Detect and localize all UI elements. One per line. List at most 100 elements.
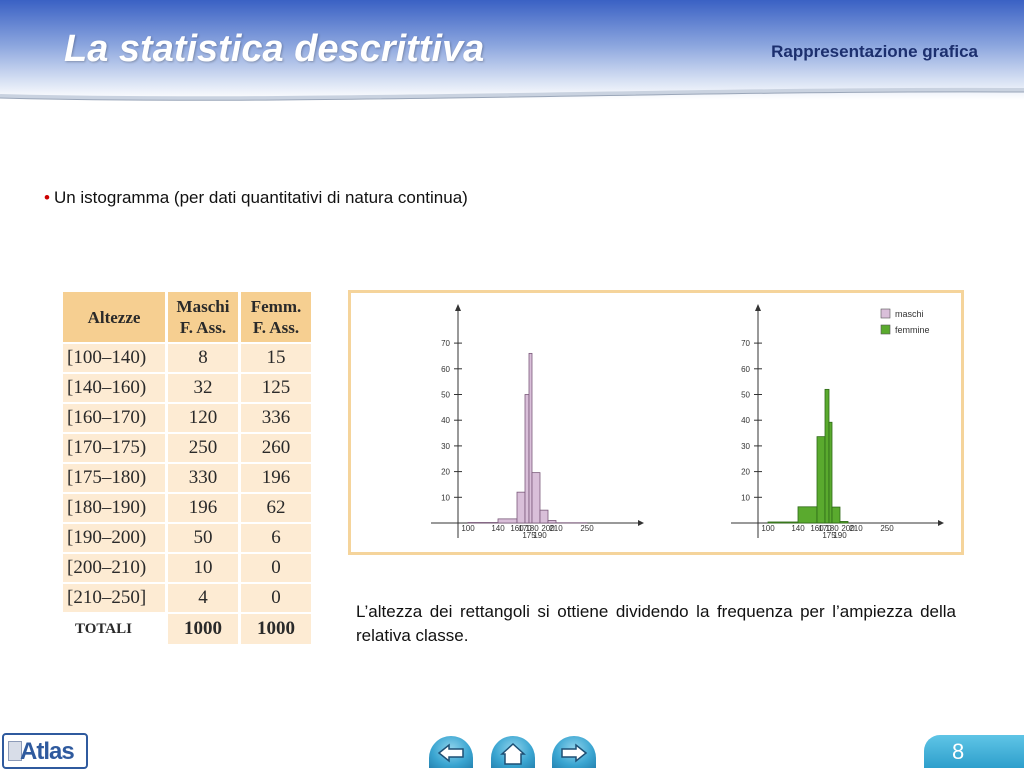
table-cell-femmine: 125	[241, 374, 311, 402]
table-cell-femmine: 0	[241, 554, 311, 582]
table-cell-maschi: 330	[168, 464, 238, 492]
table-header-femmine: Femm. F. Ass.	[241, 292, 311, 342]
page-number-tab	[924, 735, 1024, 768]
page-number: 8	[952, 739, 964, 765]
nav-back-button[interactable]	[429, 736, 473, 768]
bullet-dot-icon: •	[44, 188, 50, 207]
explanation-note: L’altezza dei rettangoli si ottiene divi…	[356, 600, 956, 648]
atlas-logo: Atlas	[2, 733, 88, 769]
y-tick-label: 30	[741, 442, 750, 451]
table-cell-femmine: 336	[241, 404, 311, 432]
table-cell-femmine: 196	[241, 464, 311, 492]
y-tick-label: 20	[741, 468, 750, 477]
table-cell-femmine: 62	[241, 494, 311, 522]
histogram-bar	[829, 422, 832, 523]
table-cell-class: [170–175)	[63, 434, 165, 462]
table-totals-maschi: 1000	[168, 614, 238, 644]
histogram-bar	[532, 473, 540, 523]
header-swoosh	[0, 84, 1024, 104]
table-cell-maschi: 120	[168, 404, 238, 432]
y-tick-label: 50	[441, 391, 450, 400]
table-cell-class: [140–160)	[63, 374, 165, 402]
table-cell-maschi: 10	[168, 554, 238, 582]
histogram-bar	[525, 395, 529, 524]
legend-label: femmine	[895, 325, 930, 335]
y-tick-label: 20	[441, 468, 450, 477]
legend-label: maschi	[895, 309, 924, 319]
y-axis-arrow-icon	[755, 304, 761, 311]
forward-arrow-icon	[560, 742, 588, 764]
x-axis-arrow-icon	[938, 520, 944, 526]
table-header-row: Altezze Maschi F. Ass. Femm. F. Ass.	[63, 292, 311, 342]
histogram-bar	[825, 389, 829, 523]
logo-text: Atlas	[20, 738, 74, 766]
y-tick-label: 10	[441, 493, 450, 502]
y-tick-label: 50	[741, 391, 750, 400]
table-cell-femmine: 260	[241, 434, 311, 462]
y-tick-label: 40	[741, 416, 750, 425]
histogram-bar	[840, 521, 848, 523]
table-cell-maschi: 250	[168, 434, 238, 462]
table-cell-class: [210–250]	[63, 584, 165, 612]
table-cell-maschi: 8	[168, 344, 238, 372]
nav-home-button[interactable]	[491, 736, 535, 768]
table-cell-class: [200–210)	[63, 554, 165, 582]
x-tick-label: 100	[461, 524, 475, 533]
table-cell-class: [190–200)	[63, 524, 165, 552]
y-tick-label: 10	[741, 493, 750, 502]
table-cell-maschi: 50	[168, 524, 238, 552]
table-totals-femmine: 1000	[241, 614, 311, 644]
x-tick-label: 210	[549, 524, 563, 533]
x-tick-label: 190	[833, 531, 847, 540]
y-tick-label: 60	[741, 365, 750, 374]
table-cell-class: [180–190)	[63, 494, 165, 522]
histogram-bar	[548, 520, 556, 523]
table-cell-maschi: 196	[168, 494, 238, 522]
histogram-bar	[468, 522, 498, 523]
x-tick-label: 250	[580, 524, 594, 533]
nav-forward-button[interactable]	[552, 736, 596, 768]
legend-swatch	[881, 325, 890, 334]
x-axis-arrow-icon	[638, 520, 644, 526]
x-tick-label: 250	[880, 524, 894, 533]
histogram-bar	[517, 492, 525, 523]
y-tick-label: 40	[441, 416, 450, 425]
table-cell-class: [160–170)	[63, 404, 165, 432]
table-cell-class: [175–180)	[63, 464, 165, 492]
table-cell-femmine: 15	[241, 344, 311, 372]
table-header-altezze: Altezze	[63, 292, 165, 342]
header-bar: La statistica descrittiva Rappresentazio…	[0, 0, 1024, 100]
table-totals-label: TOTALI	[63, 614, 165, 644]
y-tick-label: 70	[741, 339, 750, 348]
bullet-text: Un istogramma (per dati quantitativi di …	[54, 188, 468, 207]
table-cell-maschi: 4	[168, 584, 238, 612]
table-header-maschi: Maschi F. Ass.	[168, 292, 238, 342]
histogram-bar	[817, 437, 825, 523]
histogram-bar	[798, 507, 817, 523]
histogram-bar	[498, 519, 517, 523]
x-tick-label: 210	[849, 524, 863, 533]
slide-subtitle: Rappresentazione grafica	[771, 42, 978, 62]
y-tick-label: 60	[441, 365, 450, 374]
x-tick-label: 140	[791, 524, 805, 533]
table-cell-femmine: 6	[241, 524, 311, 552]
frequency-table: Altezze Maschi F. Ass. Femm. F. Ass. [10…	[60, 290, 314, 646]
histogram-bar	[832, 507, 840, 523]
y-tick-label: 30	[441, 442, 450, 451]
back-arrow-icon	[437, 742, 465, 764]
histogram-bar	[540, 510, 548, 523]
histogram-bar	[768, 522, 798, 523]
x-tick-label: 140	[491, 524, 505, 533]
table-cell-maschi: 32	[168, 374, 238, 402]
